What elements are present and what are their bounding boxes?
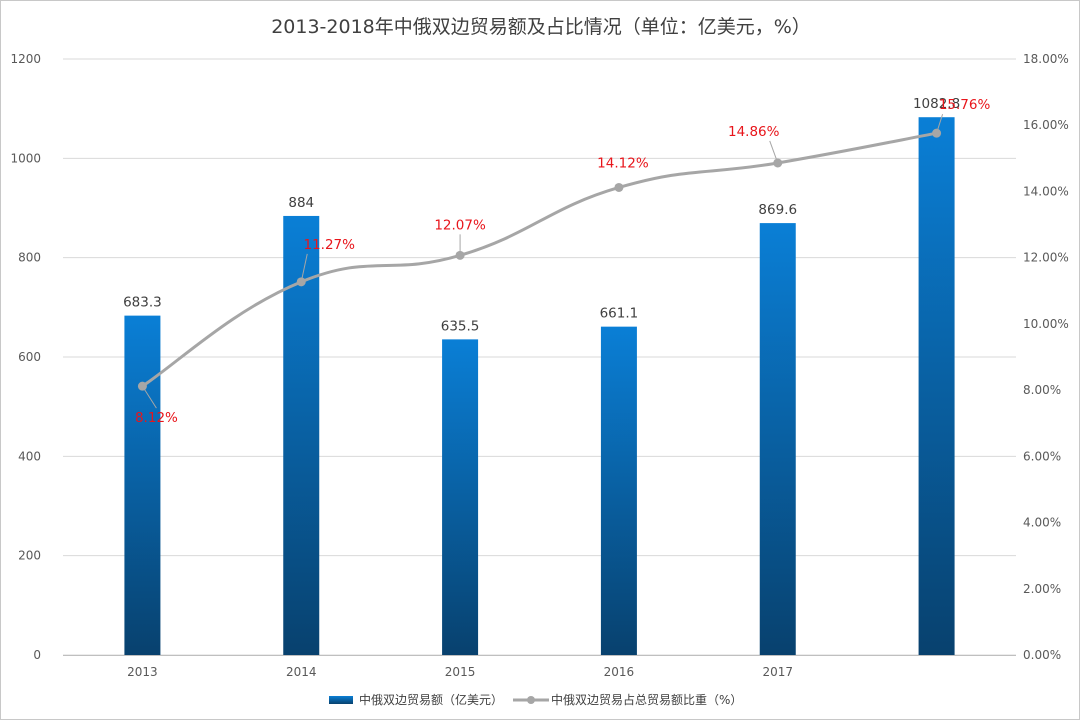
line-series-path bbox=[141, 131, 937, 388]
right-tick-label: 4.00% bbox=[1023, 516, 1061, 530]
line-point bbox=[773, 158, 783, 168]
left-tick-label: 600 bbox=[18, 350, 41, 364]
label-leader-line bbox=[300, 253, 308, 282]
right-tick-label: 6.00% bbox=[1023, 449, 1061, 463]
bar-series: 683.3 884 635.5 661.1 869.6 1082.8 bbox=[123, 96, 960, 656]
legend-bar-label: 中俄双边贸易额（亿美元） bbox=[359, 692, 503, 707]
line-point bbox=[932, 128, 942, 138]
bar bbox=[442, 339, 479, 655]
x-tick-label: 2014 bbox=[286, 665, 317, 679]
x-tick-label: 2013 bbox=[127, 665, 158, 679]
right-tick-label: 2.00% bbox=[1023, 582, 1061, 596]
left-tick-label: 800 bbox=[18, 251, 41, 265]
bar bbox=[918, 117, 955, 655]
line-value-label: 15.76% bbox=[939, 97, 991, 113]
left-tick-label: 0 bbox=[33, 648, 41, 662]
bar-value-label: 635.5 bbox=[441, 318, 480, 334]
bar bbox=[759, 223, 796, 655]
legend: 中俄双边贸易额（亿美元） 中俄双边贸易占总贸易额比重（%） bbox=[329, 692, 742, 707]
bar bbox=[600, 326, 637, 655]
line-series: 8.12% 11.27% 12.07% 14.12% 14.86% 15.76% bbox=[135, 97, 991, 426]
bar-value-label: 869.6 bbox=[758, 202, 797, 218]
right-tick-label: 14.00% bbox=[1023, 184, 1069, 198]
line-point bbox=[614, 182, 624, 192]
bar-value-label: 661.1 bbox=[600, 306, 639, 322]
left-tick-label: 400 bbox=[18, 449, 41, 463]
left-tick-label: 1000 bbox=[10, 151, 41, 165]
right-tick-label: 0.00% bbox=[1023, 648, 1061, 662]
line-value-label: 11.27% bbox=[304, 237, 356, 253]
chart-title: 2013-2018年中俄双边贸易额及占比情况（单位：亿美元，%） bbox=[271, 16, 811, 38]
line-value-label: 14.12% bbox=[597, 155, 649, 171]
right-tick-label: 8.00% bbox=[1023, 383, 1061, 397]
x-tick-label: 2015 bbox=[445, 665, 476, 679]
bar bbox=[124, 315, 161, 655]
bar bbox=[283, 215, 320, 656]
right-tick-label: 10.00% bbox=[1023, 317, 1069, 331]
line-value-label: 12.07% bbox=[434, 217, 486, 233]
line-value-label: 8.12% bbox=[135, 410, 178, 426]
line-point bbox=[137, 381, 147, 391]
right-y-axis: 0.00% 2.00% 4.00% 6.00% 8.00% 10.00% 12.00% 14.… bbox=[1023, 52, 1069, 662]
right-tick-label: 16.00% bbox=[1023, 118, 1069, 132]
bar-value-label: 1082.8 bbox=[913, 96, 960, 112]
line-point bbox=[296, 277, 306, 287]
x-tick-label: 2017 bbox=[762, 665, 793, 679]
legend-line-label: 中俄双边贸易占总贸易额比重（%） bbox=[551, 692, 742, 707]
left-tick-label: 1200 bbox=[10, 52, 41, 66]
line-point bbox=[455, 250, 465, 260]
legend-bar-swatch bbox=[329, 696, 353, 704]
bar-value-label: 884 bbox=[288, 195, 314, 211]
x-axis: 2013 2014 2015 2016 2017 bbox=[63, 655, 1016, 679]
line-value-label: 14.86% bbox=[728, 124, 780, 140]
gridlines bbox=[63, 58, 1016, 656]
legend-line-marker bbox=[527, 696, 535, 704]
right-tick-label: 18.00% bbox=[1023, 52, 1069, 66]
left-y-axis: 0 200 400 600 800 1000 1200 bbox=[10, 52, 41, 662]
left-tick-label: 200 bbox=[18, 549, 41, 563]
bar-value-label: 683.3 bbox=[123, 295, 162, 311]
right-tick-label: 12.00% bbox=[1023, 251, 1069, 265]
x-tick-label: 2016 bbox=[604, 665, 635, 679]
